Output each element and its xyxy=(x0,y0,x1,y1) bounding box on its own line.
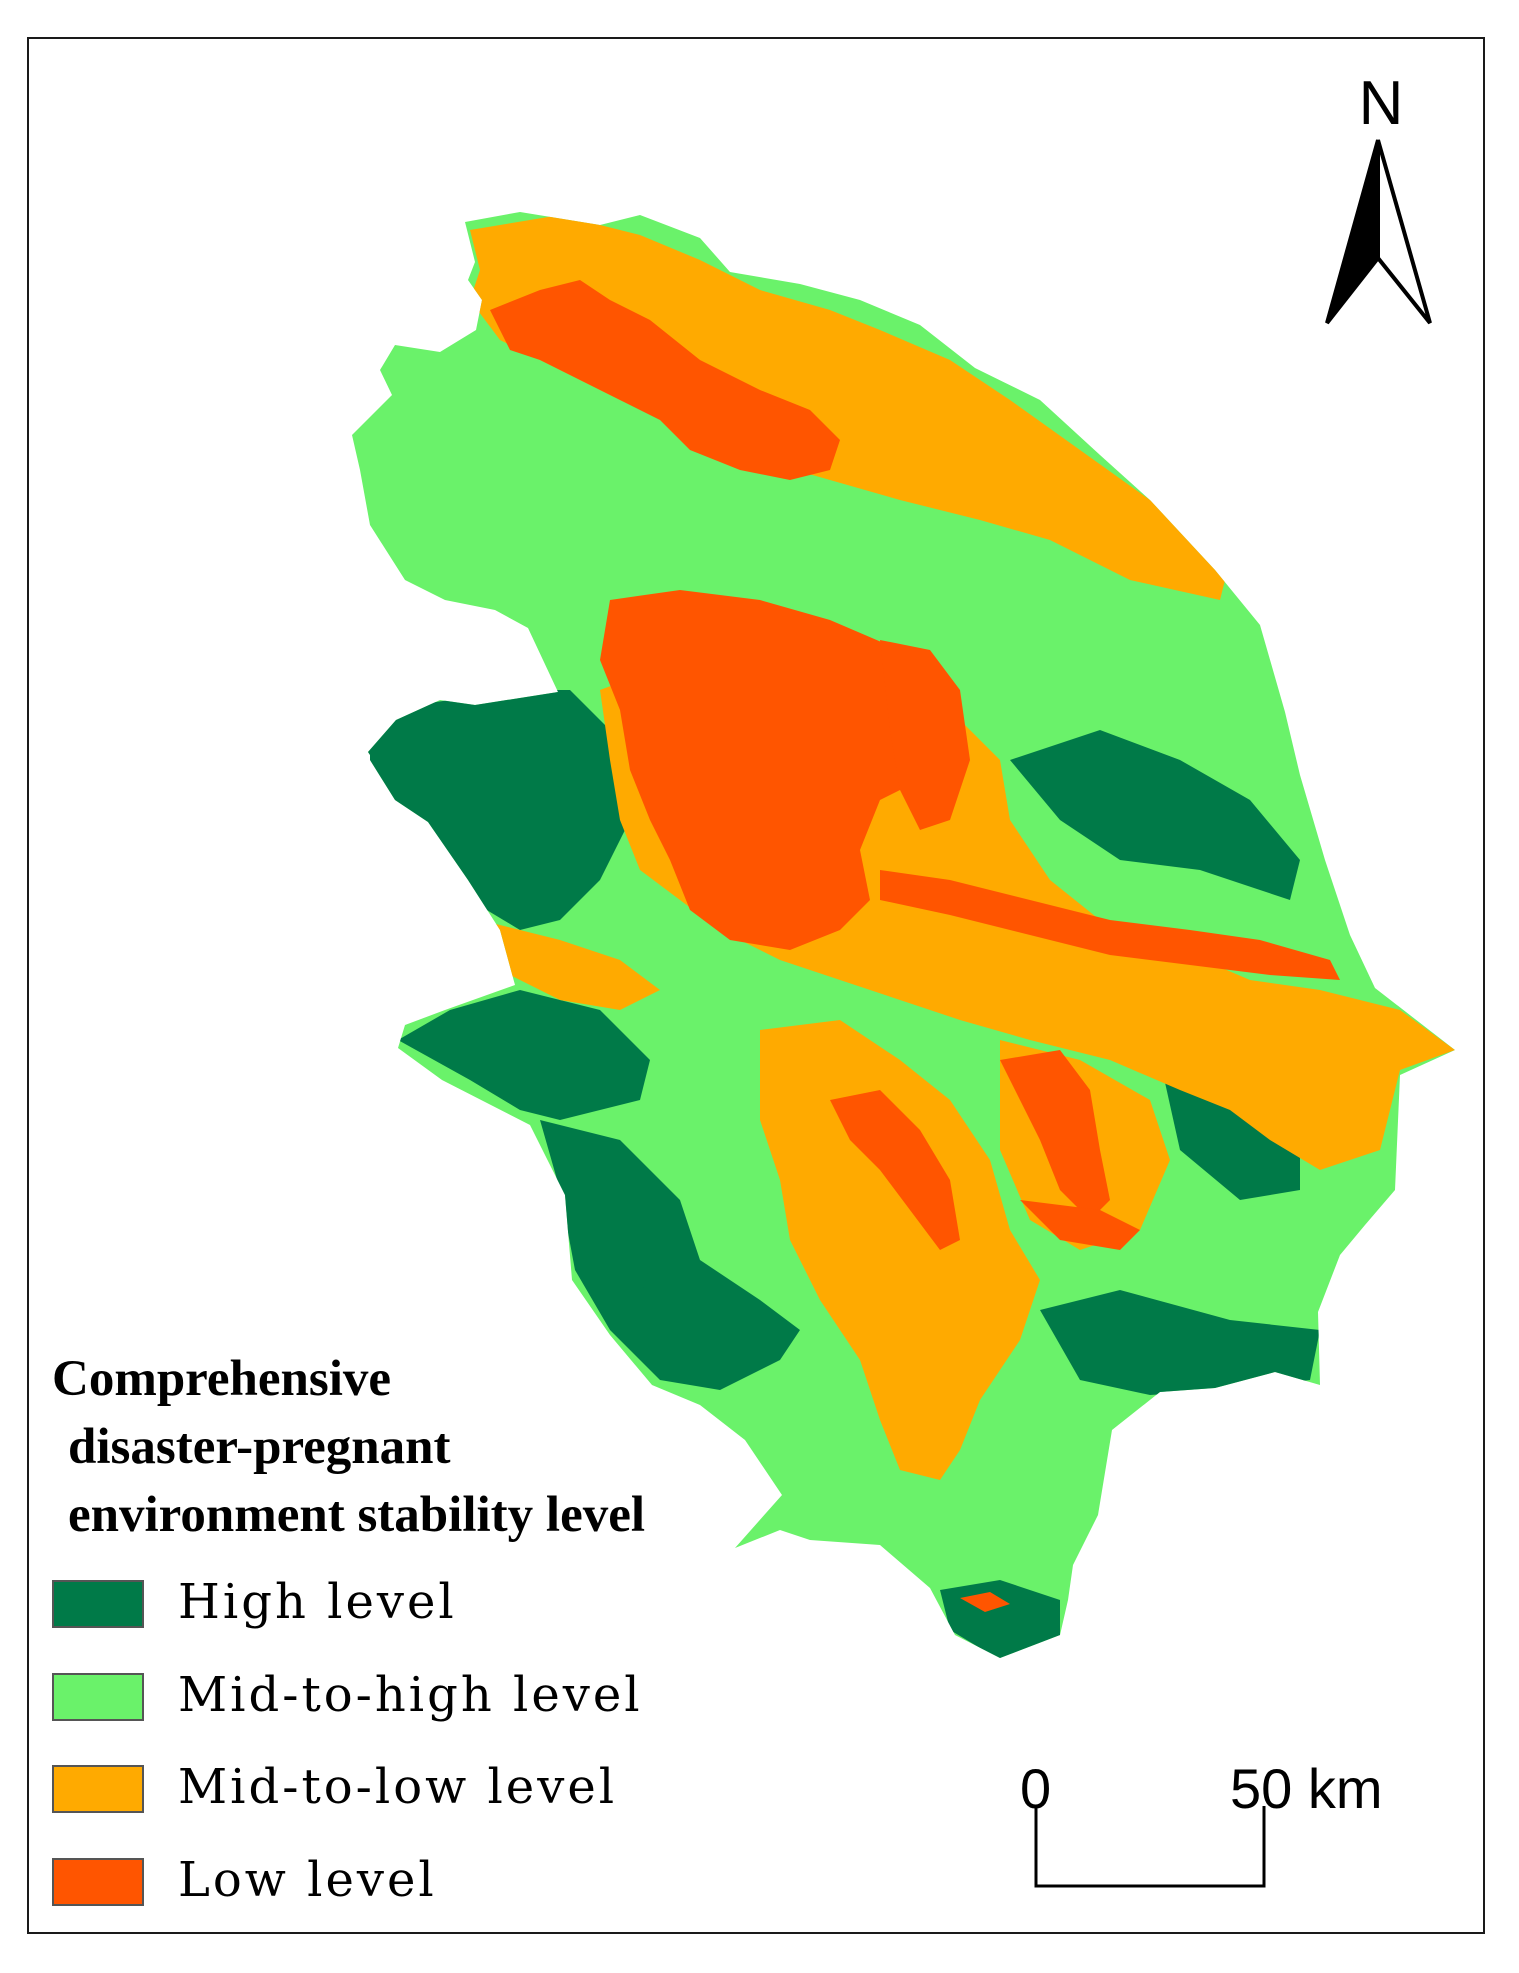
north-label: N xyxy=(1358,69,1404,138)
legend-label-low: Low level xyxy=(178,1852,437,1908)
region-high-south xyxy=(1040,1290,1320,1395)
region-low-north xyxy=(490,280,840,480)
legend-label-mid-to-low: Mid-to-low level xyxy=(178,1759,618,1815)
region-high-east xyxy=(1010,730,1300,900)
north-arrow-icon xyxy=(1325,139,1432,325)
scale-bar xyxy=(1034,1806,1266,1888)
legend-swatch-low xyxy=(52,1858,144,1906)
legend-title-line-1: Comprehensive xyxy=(52,1351,392,1407)
region-low-tail xyxy=(960,1592,1010,1612)
legend-title-line-3: environment stability level xyxy=(68,1487,646,1543)
legend-swatch-mid-to-low xyxy=(52,1765,144,1813)
legend-label-high: High level xyxy=(178,1574,457,1630)
region-low-south-3 xyxy=(1020,1200,1140,1250)
legend-title-line-2: disaster-pregnant xyxy=(68,1419,451,1475)
scale-end-label: 50 km xyxy=(1230,1757,1383,1820)
region-low-river-band xyxy=(880,870,1340,980)
region-low-central xyxy=(600,590,940,950)
region-high-southwest xyxy=(398,990,650,1120)
region-low-central-east xyxy=(880,640,970,830)
region-mid-to-low-west-band xyxy=(480,920,660,1010)
legend-swatch-high xyxy=(52,1580,144,1628)
legend-swatch-mid-to-high xyxy=(52,1673,144,1721)
region-high-west xyxy=(360,690,640,930)
legend-label-mid-to-high: Mid-to-high level xyxy=(178,1667,643,1723)
region-low-south-2 xyxy=(1000,1050,1110,1220)
scale-start-label: 0 xyxy=(1020,1757,1052,1820)
region-high-southwest-lower xyxy=(540,1120,800,1390)
region-mid-to-low-north xyxy=(470,215,1230,600)
region-mid-to-low-south xyxy=(760,1020,1040,1480)
region-high-southwest-edge xyxy=(600,1200,660,1300)
legend-title: Comprehensive disaster-pregnant environm… xyxy=(52,1345,772,1549)
region-low-south-1 xyxy=(830,1090,960,1250)
